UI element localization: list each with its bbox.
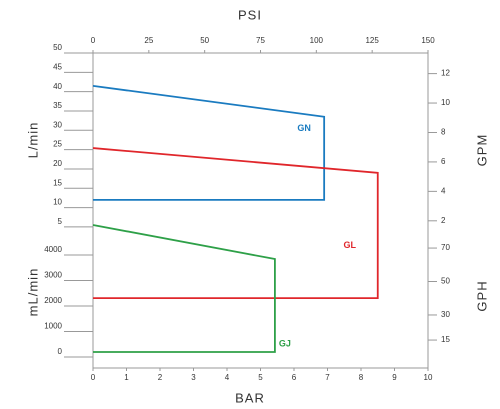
y-tick-label: 35 (53, 101, 62, 110)
x2-tick-label: 125 (365, 36, 379, 45)
y3-tick-label: 1000 (44, 322, 62, 331)
y3-tick-label: 2000 (44, 296, 62, 305)
x-tick-label: 1 (124, 373, 129, 382)
y-tick-label: 5 (58, 217, 63, 226)
y4-tick-label: 30 (441, 310, 450, 319)
y-tick-label: 30 (53, 120, 62, 129)
x-tick-label: 6 (292, 373, 297, 382)
x-tick-label: 0 (91, 373, 96, 382)
y-tick-label: 20 (53, 159, 62, 168)
x2-tick-label: 100 (310, 36, 324, 45)
series-label: GL (344, 240, 357, 250)
y-tick-label: 25 (53, 140, 62, 149)
y4-tick-label: 15 (441, 335, 450, 344)
y4-tick-label: 70 (441, 243, 450, 252)
x2-tick-label: 150 (421, 36, 435, 45)
x-tick-label: 10 (424, 373, 433, 382)
x-tick-label: 5 (258, 373, 263, 382)
y-tick-label: 15 (53, 178, 62, 187)
y3-tick-label: 0 (58, 347, 63, 356)
y2-tick-label: 6 (441, 157, 446, 166)
x2-tick-label: 50 (200, 36, 209, 45)
y3-tick-label: 3000 (44, 271, 62, 280)
y2-tick-label: 2 (441, 216, 446, 225)
y2-tick-label: 10 (441, 98, 450, 107)
y3-tick-label: 4000 (44, 245, 62, 254)
x-tick-label: 3 (191, 373, 196, 382)
y2-axis-title: GPM (474, 134, 489, 167)
y2-tick-label: 12 (441, 69, 450, 78)
x-axis-title: BAR (235, 390, 265, 405)
series-label: GN (297, 123, 311, 133)
series-label: GJ (279, 338, 291, 348)
x2-tick-label: 75 (256, 36, 265, 45)
y4-axis-title: GPH (474, 280, 489, 311)
y4-tick-label: 50 (441, 277, 450, 286)
x2-tick-label: 25 (144, 36, 153, 45)
y-axis-title: L/min (25, 122, 40, 159)
x2-axis-title: PSI (238, 7, 262, 22)
x-tick-label: 2 (158, 373, 163, 382)
series-line (92, 147, 379, 300)
x-tick-label: 9 (392, 373, 397, 382)
y2-tick-label: 8 (441, 128, 446, 137)
y-tick-label: 10 (53, 198, 62, 207)
y-tick-label: 40 (53, 82, 62, 91)
y-tick-label: 45 (53, 62, 62, 71)
x-tick-label: 4 (225, 373, 230, 382)
y3-axis-title: mL/min (25, 268, 40, 317)
x-tick-label: 7 (325, 373, 330, 382)
series-line (92, 224, 276, 353)
y2-tick-label: 4 (441, 186, 446, 195)
x2-tick-label: 0 (91, 36, 96, 45)
x-tick-label: 8 (359, 373, 364, 382)
series-line (92, 84, 326, 201)
y-tick-label: 50 (53, 43, 62, 52)
